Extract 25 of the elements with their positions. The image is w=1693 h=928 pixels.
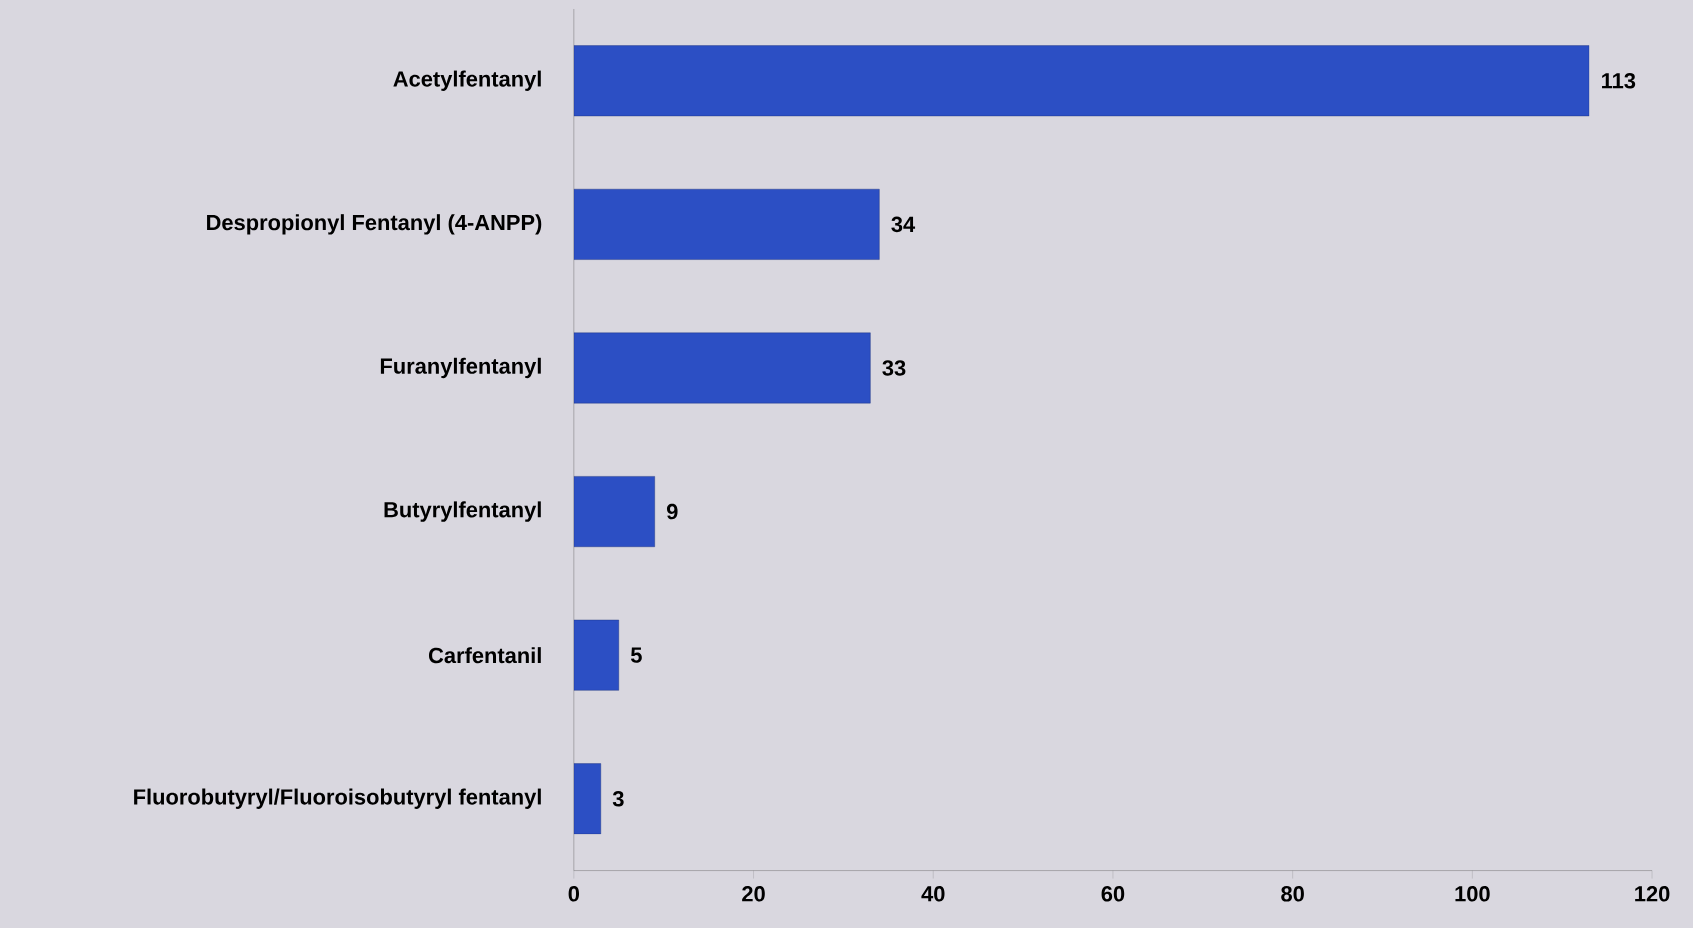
- y-tick-label: Carfentanil: [428, 646, 541, 663]
- y-tick-label: Fluorobutyryl/Fluoroisobutyryl fentanyl: [134, 788, 541, 809]
- x-tick-label: 120: [1635, 885, 1670, 902]
- data-label: 9: [666, 503, 678, 520]
- y-tick-label: Butyrylfentanyl: [384, 501, 541, 522]
- data-label: 34: [891, 216, 916, 232]
- data-label: 33: [882, 359, 906, 376]
- x-tick-label: 40: [921, 885, 945, 902]
- x-tick-label: 100: [1455, 885, 1490, 902]
- data-label: 3: [612, 790, 624, 807]
- bar: [573, 332, 871, 404]
- bar: [573, 188, 880, 260]
- x-tick-label: 60: [1101, 885, 1125, 902]
- y-tick-label: Acetylfentanyl: [393, 70, 541, 91]
- y-tick-label: Furanylfentanyl: [380, 357, 541, 378]
- bar: [573, 763, 601, 834]
- bar: [573, 475, 655, 547]
- data-label: 113: [1602, 72, 1636, 89]
- bar: [573, 619, 619, 691]
- bar: [573, 45, 1590, 116]
- y-tick-label: Despropionyl Fentanyl (4-ANPP): [207, 213, 542, 235]
- x-tick-label: 80: [1281, 885, 1304, 902]
- x-tick-label: 20: [742, 885, 765, 902]
- data-label: 5: [630, 647, 642, 663]
- x-tick-label: 0: [568, 885, 580, 902]
